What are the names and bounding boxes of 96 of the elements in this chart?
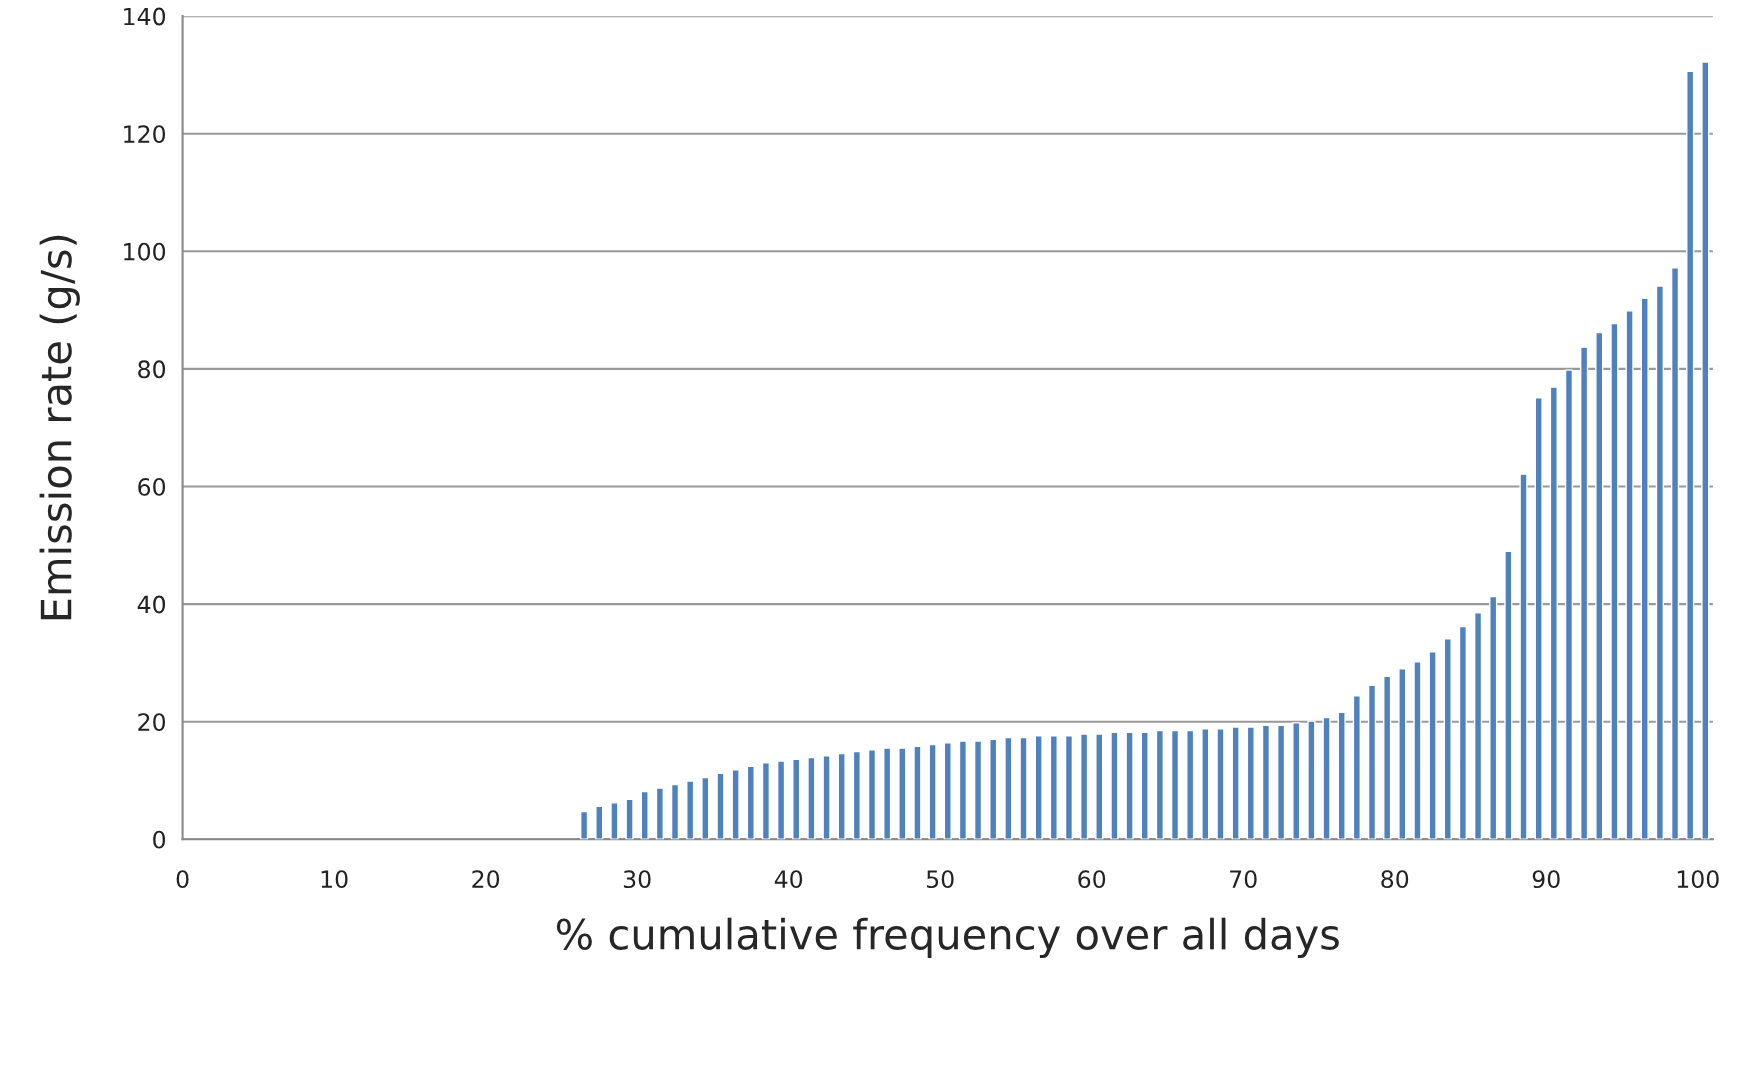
bar: [1367, 684, 1377, 840]
y-tick-label: 20: [138, 713, 166, 731]
x-tick-label: 10: [321, 870, 348, 889]
bar: [1155, 729, 1164, 840]
bar: [776, 760, 786, 840]
bar: [625, 798, 634, 840]
bar: [989, 738, 998, 840]
bar: [1110, 731, 1119, 840]
x-tick-label: 20: [472, 870, 500, 889]
bar: [761, 762, 771, 840]
bar: [701, 776, 710, 840]
bar: [1625, 310, 1634, 840]
bar: [1125, 731, 1134, 840]
bar: [1276, 724, 1286, 840]
bar: [1398, 668, 1407, 840]
bar: [822, 755, 831, 840]
bar: [1261, 724, 1271, 840]
x-tick-label: 50: [926, 870, 954, 889]
y-tick-label: 120: [124, 125, 166, 144]
bar: [1428, 651, 1437, 840]
bar: [1686, 70, 1695, 840]
bar: [913, 745, 922, 840]
bar: [1549, 386, 1558, 840]
bar: [1443, 638, 1452, 840]
bar: [807, 756, 816, 840]
x-tick-label: 40: [774, 870, 803, 889]
bar: [1019, 736, 1028, 840]
bar: [1095, 733, 1104, 840]
bar: [595, 805, 604, 840]
y-tick-label: 100: [124, 242, 166, 261]
bar: [1534, 397, 1543, 840]
x-tick-label: 100: [1677, 870, 1719, 889]
bar: [1413, 661, 1422, 840]
bar: [883, 747, 892, 840]
x-tick-label: 30: [623, 870, 651, 889]
bar: [1337, 711, 1346, 840]
bar: [1080, 733, 1089, 840]
bar: [640, 790, 649, 840]
bar: [973, 740, 983, 840]
bar: [1458, 625, 1468, 840]
bar: [1034, 735, 1043, 840]
bar: [1610, 322, 1619, 840]
bar: [1383, 675, 1392, 840]
bar: [1519, 473, 1528, 840]
bar: [580, 810, 589, 840]
bar: [670, 783, 680, 840]
bar: [716, 772, 725, 840]
bar: [1216, 728, 1225, 840]
bar: [1246, 726, 1255, 840]
x-tick-label: 60: [1078, 870, 1106, 889]
bar: [1595, 331, 1604, 840]
bar: [746, 765, 755, 840]
bar: [1352, 695, 1361, 840]
bar: [1489, 595, 1498, 840]
bar: [928, 743, 937, 840]
bar: [731, 769, 740, 840]
bar: [610, 802, 619, 840]
bar: [867, 749, 877, 840]
bar: [1231, 726, 1240, 840]
bar: [1670, 267, 1680, 840]
bar: [1292, 722, 1301, 840]
bar: [852, 750, 861, 840]
bar: [943, 742, 952, 840]
bar: [1201, 728, 1210, 840]
bar: [1701, 61, 1710, 840]
bar: [1140, 731, 1149, 840]
bar: [686, 780, 695, 840]
x-tick-label: 90: [1532, 870, 1560, 889]
bar: [1186, 729, 1195, 840]
bar: [655, 787, 664, 840]
bar: [1064, 735, 1074, 840]
y-tick-label: 60: [138, 477, 166, 496]
bar: [837, 752, 846, 840]
bar: [958, 740, 968, 840]
bar: [1473, 612, 1483, 840]
x-tick-label: 70: [1230, 870, 1257, 889]
bar: [1322, 716, 1331, 840]
bar: [1580, 346, 1589, 840]
y-tick-label: 40: [137, 595, 166, 614]
bar: [792, 758, 801, 840]
bar: [1655, 285, 1664, 840]
bar: [1004, 736, 1013, 840]
bar: [1640, 297, 1649, 840]
x-tick-label: 0: [176, 870, 189, 889]
y-axis-title: Emission rate (g/s): [39, 235, 80, 620]
x-axis-title: % cumulative frequency over all days: [556, 917, 1339, 959]
x-tick-label: 80: [1381, 870, 1409, 889]
bar: [1170, 729, 1180, 840]
y-tick-label: 0: [153, 830, 166, 849]
bar: [1504, 550, 1513, 840]
bar: [1049, 735, 1058, 840]
y-tick-label: 140: [124, 7, 166, 26]
bar: [898, 747, 907, 840]
bar: [1307, 720, 1316, 840]
bar: [1564, 369, 1574, 840]
y-tick-label: 80: [138, 360, 166, 379]
